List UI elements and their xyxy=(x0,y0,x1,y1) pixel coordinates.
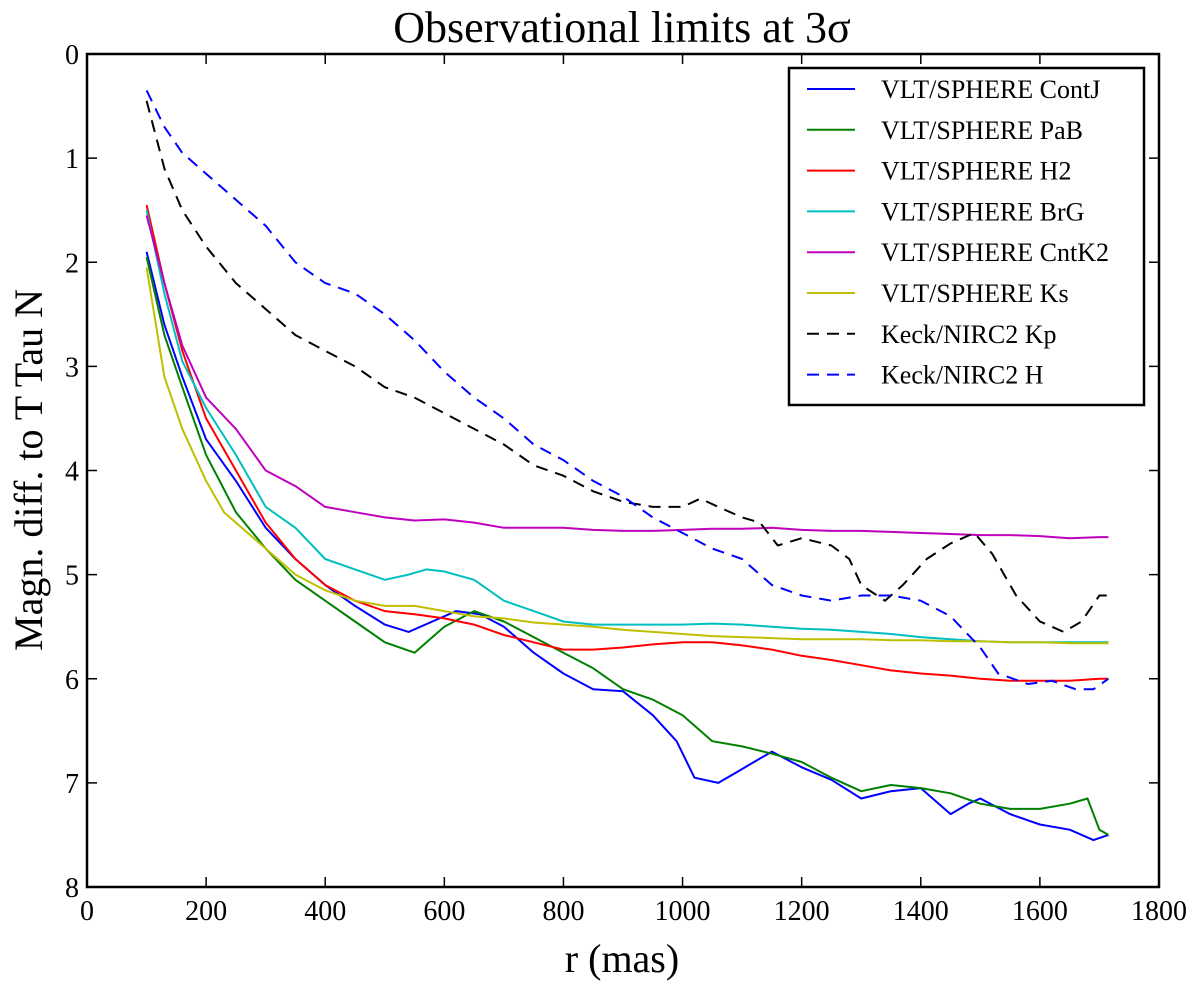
y-tick-label: 3 xyxy=(65,352,79,383)
series-line-8 xyxy=(145,89,1109,691)
legend-label: VLT/SPHERE ContJ xyxy=(881,75,1100,104)
legend-label: VLT/SPHERE CntK2 xyxy=(881,238,1109,267)
legend-label: VLT/SPHERE H2 xyxy=(881,157,1071,186)
series-line-5 xyxy=(145,215,1109,540)
y-tick-label: 4 xyxy=(65,457,79,488)
y-tick-label: 6 xyxy=(65,665,79,696)
legend-label: VLT/SPHERE PaB xyxy=(881,116,1083,145)
x-axis-label: r (mas) xyxy=(565,936,679,981)
series-line-7 xyxy=(145,100,1109,633)
x-tick-label: 1400 xyxy=(893,896,949,927)
y-tick-label: 7 xyxy=(65,769,79,800)
series-line-2 xyxy=(145,256,1109,836)
series-line-4 xyxy=(145,209,1109,644)
y-tick-label: 0 xyxy=(65,40,79,71)
y-tick-label: 8 xyxy=(65,873,79,904)
x-tick-label: 600 xyxy=(423,896,465,927)
y-axis-label: Magn. diff. to T Tau N xyxy=(6,289,51,651)
plot-area: 0 200 400 600 800 1000 1200 1400 1600 1800 0 1 2 3 4 5 6… xyxy=(65,40,1187,927)
legend-label: Keck/NIRC2 Kp xyxy=(881,320,1056,349)
x-tick-label: 1600 xyxy=(1012,896,1068,927)
y-tick-label: 2 xyxy=(65,248,79,279)
legend-label: Keck/NIRC2 H xyxy=(881,361,1044,390)
y-tick-label: 5 xyxy=(65,561,79,592)
x-tick-label: 400 xyxy=(304,896,346,927)
x-tick-label: 200 xyxy=(185,896,227,927)
axis-ticks: 0 200 400 600 800 1000 1200 1400 1600 1800 0 1 2 3 4 5 6… xyxy=(65,40,1187,927)
x-tick-label: 800 xyxy=(542,896,584,927)
series-line-3 xyxy=(145,204,1109,682)
x-tick-label: 1000 xyxy=(655,896,711,927)
x-tick-label: 1200 xyxy=(774,896,830,927)
legend-label: VLT/SPHERE BrG xyxy=(881,197,1084,226)
y-tick-label: 1 xyxy=(65,144,79,175)
legend: VLT/SPHERE ContJ VLT/SPHERE PaB VLT/SPHERE… xyxy=(787,66,1146,407)
legend-box xyxy=(787,66,1146,407)
series-line-6 xyxy=(145,267,1109,645)
x-tick-label: 1800 xyxy=(1131,896,1187,927)
x-tick-label: 0 xyxy=(80,896,94,927)
legend-label: VLT/SPHERE Ks xyxy=(881,279,1069,308)
chart-title: Observational limits at 3σ xyxy=(393,3,851,52)
series-lines xyxy=(145,89,1109,842)
